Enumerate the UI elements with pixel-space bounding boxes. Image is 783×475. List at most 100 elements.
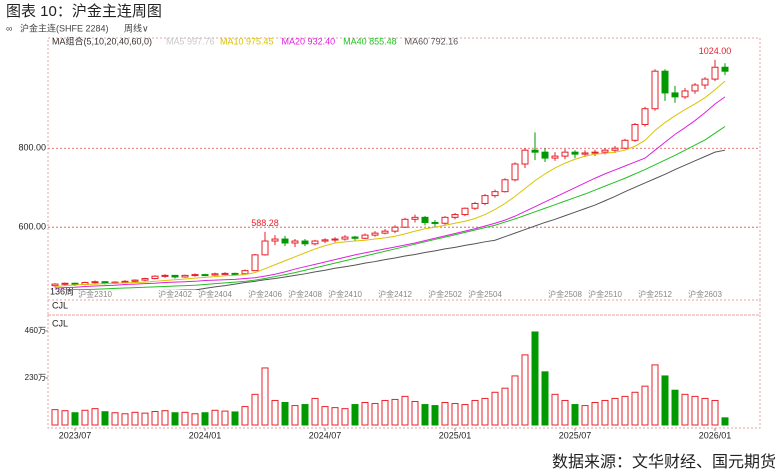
volume-bar: [261, 367, 269, 426]
dropdown-arrow[interactable]: ∨: [142, 23, 149, 33]
candle-body: [441, 216, 449, 224]
contract-label: 沪金2510: [588, 289, 622, 299]
volume-bar: [351, 404, 359, 426]
volume-bar: [561, 399, 569, 426]
volume-bar: [491, 391, 499, 426]
candle-body: [101, 281, 109, 284]
volume-bar: [411, 400, 419, 426]
candle-body: [541, 151, 549, 159]
candle-body: [691, 84, 699, 92]
candle-body: [551, 155, 559, 159]
candle-body: [701, 78, 709, 86]
volume-bar: [271, 399, 279, 426]
volume-bar: [181, 411, 189, 426]
volume-label: CJL: [52, 318, 68, 328]
candle-body: [391, 226, 399, 232]
candle-body: [251, 254, 259, 272]
candle-body: [401, 218, 409, 228]
volume-bar: [671, 389, 679, 426]
candle-body: [291, 240, 299, 244]
volume-bar: [581, 405, 589, 426]
volume-bar: [501, 387, 509, 426]
candle-body: [221, 272, 229, 275]
volume-bar: [541, 371, 549, 426]
volume-bar: [241, 406, 249, 426]
volume-bar: [451, 403, 459, 426]
volume-bar: [161, 410, 169, 426]
volume-bar: [361, 402, 369, 426]
candle-body: [261, 240, 269, 256]
contract-label: 沪金2402: [158, 289, 192, 299]
candle-body: [591, 151, 599, 154]
volume-bar: [91, 408, 99, 426]
candle-body: [481, 195, 489, 205]
volume-bar: [281, 402, 289, 426]
strip-panel: [47, 299, 761, 316]
legend-entry: MA40 855.48: [343, 36, 397, 46]
x-tick-label: 2023/07: [59, 430, 92, 440]
volume-bar: [591, 402, 599, 426]
volume-bar: [431, 405, 439, 426]
candle-body: [601, 149, 609, 153]
candle-body: [561, 151, 569, 157]
candle-body: [281, 238, 289, 244]
ma-line: [54, 126, 726, 290]
candle-body: [471, 203, 479, 209]
volume-bar: [661, 375, 669, 426]
candle-body: [91, 281, 99, 284]
candle-body: [681, 90, 689, 98]
volume-bar: [201, 412, 209, 426]
volume-bar: [301, 404, 309, 426]
volume-bar: [211, 409, 219, 426]
contract-label: 沪金2504: [468, 289, 502, 299]
period-selector[interactable]: 周线: [124, 22, 142, 33]
volume-bar: [421, 404, 429, 426]
volume-panel: [47, 314, 761, 429]
volume-bar: [721, 417, 729, 426]
y-tick-label: 600.00: [18, 222, 46, 232]
candle-body: [631, 124, 639, 141]
candle-body: [341, 236, 349, 240]
legend-entry: MA20 932.40: [282, 36, 336, 46]
candle-body: [501, 179, 509, 193]
volume-bar: [111, 412, 119, 426]
volume-bar: [321, 406, 329, 426]
candle-body: [361, 234, 369, 239]
x-tick-label: 2024/07: [309, 430, 342, 440]
contract-label: 沪金2512: [638, 289, 672, 299]
volume-bar: [291, 405, 299, 426]
candle-body: [141, 278, 149, 281]
candle-body: [231, 272, 239, 275]
volume-bar: [691, 395, 699, 426]
candle-body: [211, 273, 219, 276]
candle-body: [511, 163, 519, 181]
volume-bar: [371, 403, 379, 426]
volume-bar: [141, 412, 149, 426]
candle-body: [651, 70, 659, 110]
volume-bar: [551, 393, 559, 426]
candle-body: [201, 274, 209, 277]
volume-bar: [611, 397, 619, 426]
volume-label: CJL: [52, 300, 68, 310]
volume-bar: [531, 331, 539, 426]
candle-body: [301, 240, 309, 245]
volume-bar: [61, 410, 69, 426]
candle-body: [191, 274, 199, 277]
ma-line: [54, 96, 726, 289]
candle-body: [711, 66, 719, 80]
candle-body: [641, 108, 649, 126]
volume-bar: [571, 404, 579, 426]
candle-body: [531, 149, 539, 153]
candle-body: [271, 238, 279, 242]
contract-label: 沪金2508: [548, 289, 582, 299]
candle-body: [611, 147, 619, 151]
source: 数据来源：文华财经、国元期货: [552, 453, 776, 471]
volume-bar: [601, 399, 609, 426]
volume-bar: [391, 398, 399, 426]
candle-body: [61, 282, 69, 285]
volume-bar: [151, 411, 159, 426]
volume-bar: [51, 409, 59, 426]
candle-body: [581, 152, 589, 155]
volume-bar: [621, 395, 629, 426]
